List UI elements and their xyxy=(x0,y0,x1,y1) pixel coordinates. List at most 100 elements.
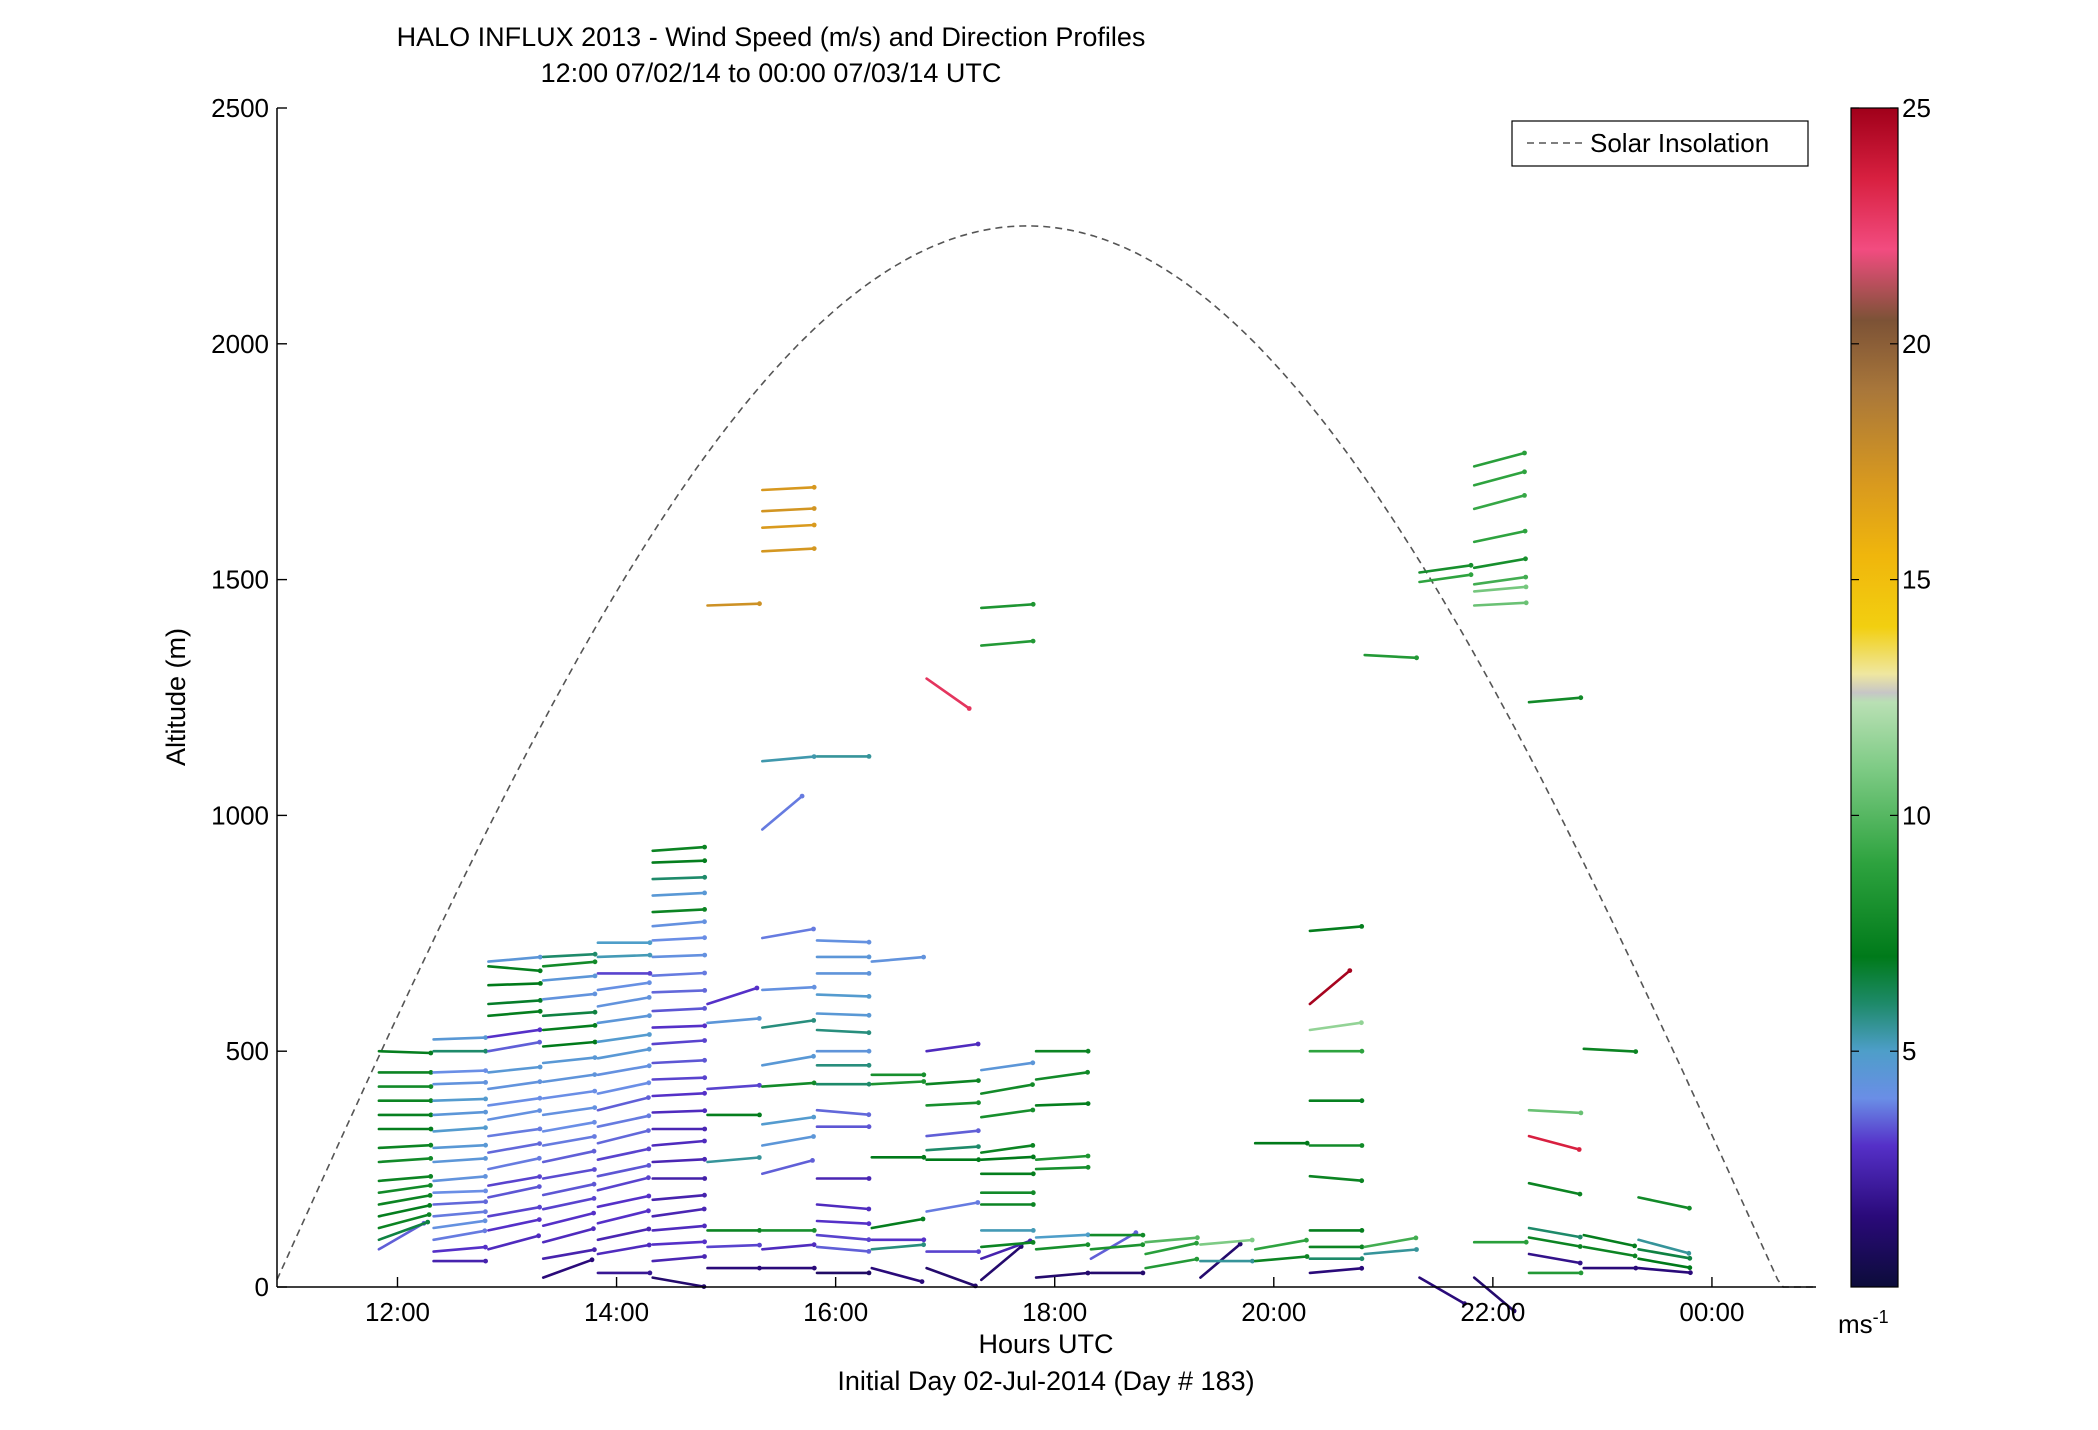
wind-barb xyxy=(1253,1237,1309,1251)
wind-barb-shaft xyxy=(1472,451,1526,468)
wind-barb-shaft xyxy=(706,1156,761,1164)
wind-barb-shaft xyxy=(1034,1271,1090,1279)
wind-barb-head xyxy=(702,1156,707,1162)
wind-barb-shaft xyxy=(432,1097,487,1102)
wind-barb-shaft xyxy=(541,974,597,982)
wind-barb-head xyxy=(1359,1256,1365,1262)
wind-barb-head xyxy=(646,1226,652,1232)
wind-barb-head xyxy=(647,980,652,986)
wind-barb xyxy=(432,1048,488,1054)
wind-barb-head xyxy=(589,1257,595,1263)
wind-barb-head xyxy=(1304,1140,1310,1146)
wind-barb-shaft xyxy=(979,1108,1035,1119)
wind-barb xyxy=(979,1143,1036,1154)
wind-barb xyxy=(651,844,707,853)
wind-barb xyxy=(1363,1235,1419,1249)
wind-barb-shaft xyxy=(1527,1181,1582,1196)
wind-barb-shaft xyxy=(1472,494,1526,511)
wind-barb-shaft xyxy=(651,936,706,942)
wind-barb-head xyxy=(811,484,817,490)
wind-barb xyxy=(1418,572,1474,584)
wind-barb-head xyxy=(921,1154,927,1160)
wind-barb xyxy=(487,1174,542,1187)
wind-barb xyxy=(651,1192,707,1202)
wind-barb-head xyxy=(646,1046,652,1052)
solar-insolation-curve xyxy=(276,225,1816,1288)
wind-barb-shaft xyxy=(760,523,816,530)
wind-barb-head xyxy=(646,1128,651,1133)
wind-barb-head xyxy=(1030,1171,1036,1177)
wind-barb xyxy=(596,1242,652,1256)
wind-barb-head xyxy=(646,1208,651,1214)
wind-barb-shaft xyxy=(651,920,706,928)
wind-barb xyxy=(432,1080,488,1086)
wind-barb xyxy=(1144,1235,1200,1244)
wind-barb-shaft xyxy=(1637,1238,1691,1255)
wind-barb xyxy=(870,1079,927,1086)
wind-barb-head xyxy=(1194,1240,1199,1246)
wind-barb xyxy=(1089,1270,1146,1276)
wind-barb xyxy=(1034,1153,1091,1161)
wind-barb xyxy=(760,1114,817,1126)
wind-barb xyxy=(596,1128,651,1145)
wind-barb xyxy=(377,1183,433,1194)
wind-barb-shaft xyxy=(541,1258,594,1279)
wind-barb-shaft xyxy=(432,1110,487,1117)
wind-barb-shaft xyxy=(487,964,542,973)
wind-barb-head xyxy=(702,1223,707,1229)
wind-barb-head xyxy=(1523,1239,1529,1245)
wind-barb-head xyxy=(1687,1265,1693,1271)
wind-barb-head xyxy=(866,1124,872,1130)
wind-barb xyxy=(815,971,872,976)
wind-barb-head xyxy=(426,1212,432,1217)
wind-barb-shaft xyxy=(760,1081,816,1088)
wind-barb-head xyxy=(702,1057,707,1063)
wind-barb xyxy=(541,1039,598,1048)
wind-barb-shaft xyxy=(1418,1276,1466,1305)
wind-barb-head xyxy=(537,1039,542,1045)
wind-barb xyxy=(487,954,543,963)
wind-barb-head xyxy=(428,1142,434,1148)
wind-barb-shaft xyxy=(596,981,651,992)
x-axis-label-secondary: Initial Day 02-Jul-2014 (Day # 183) xyxy=(837,1366,1254,1396)
wind-barb-shaft xyxy=(1089,1231,1138,1260)
wind-barb-head xyxy=(975,1128,981,1134)
y-tick-label: 2000 xyxy=(211,329,269,359)
wind-barb-head xyxy=(866,1221,872,1227)
wind-barb xyxy=(651,1176,708,1181)
wind-barb-shaft xyxy=(487,1096,542,1107)
wind-barb xyxy=(487,1155,542,1171)
wind-barb-shaft xyxy=(1034,1154,1090,1161)
wind-barb xyxy=(870,1242,926,1251)
colorbar: 5 10 15 20 25 ms-1 xyxy=(1838,93,1931,1339)
wind-barb-head xyxy=(428,1098,434,1104)
wind-barb-shaft xyxy=(760,547,816,553)
wind-barb-head xyxy=(592,959,598,965)
wind-barb-head xyxy=(1359,1178,1365,1184)
wind-barb-shaft xyxy=(596,1064,651,1077)
wind-barb-head xyxy=(702,919,707,925)
wind-barb-shaft xyxy=(432,1229,487,1242)
wind-barb xyxy=(1034,1232,1091,1239)
wind-barb-shaft xyxy=(651,1092,706,1098)
wind-barb-head xyxy=(537,1064,543,1070)
wind-barb xyxy=(377,1219,431,1242)
wind-barb-shaft xyxy=(1308,969,1352,1006)
wind-barb-shaft xyxy=(706,1084,761,1091)
wind-barb-shaft xyxy=(925,1042,980,1053)
wind-barb-head xyxy=(1085,1242,1091,1248)
wind-barb xyxy=(432,1068,488,1074)
wind-barb xyxy=(651,907,707,914)
wind-barb-head xyxy=(537,1141,542,1146)
wind-barb xyxy=(651,1075,708,1081)
wind-barb-shaft xyxy=(432,1200,487,1206)
wind-barb-head xyxy=(1030,1202,1036,1207)
wind-barb-shaft xyxy=(1582,1047,1637,1053)
wind-barb-shaft xyxy=(487,1009,542,1018)
wind-barb-head xyxy=(646,1163,652,1168)
wind-barb-shaft xyxy=(651,1158,706,1164)
wind-barb xyxy=(1527,1236,1583,1249)
wind-barb-shaft xyxy=(651,1207,706,1218)
wind-barb-head xyxy=(1359,1244,1365,1250)
wind-barb xyxy=(979,1202,1036,1207)
